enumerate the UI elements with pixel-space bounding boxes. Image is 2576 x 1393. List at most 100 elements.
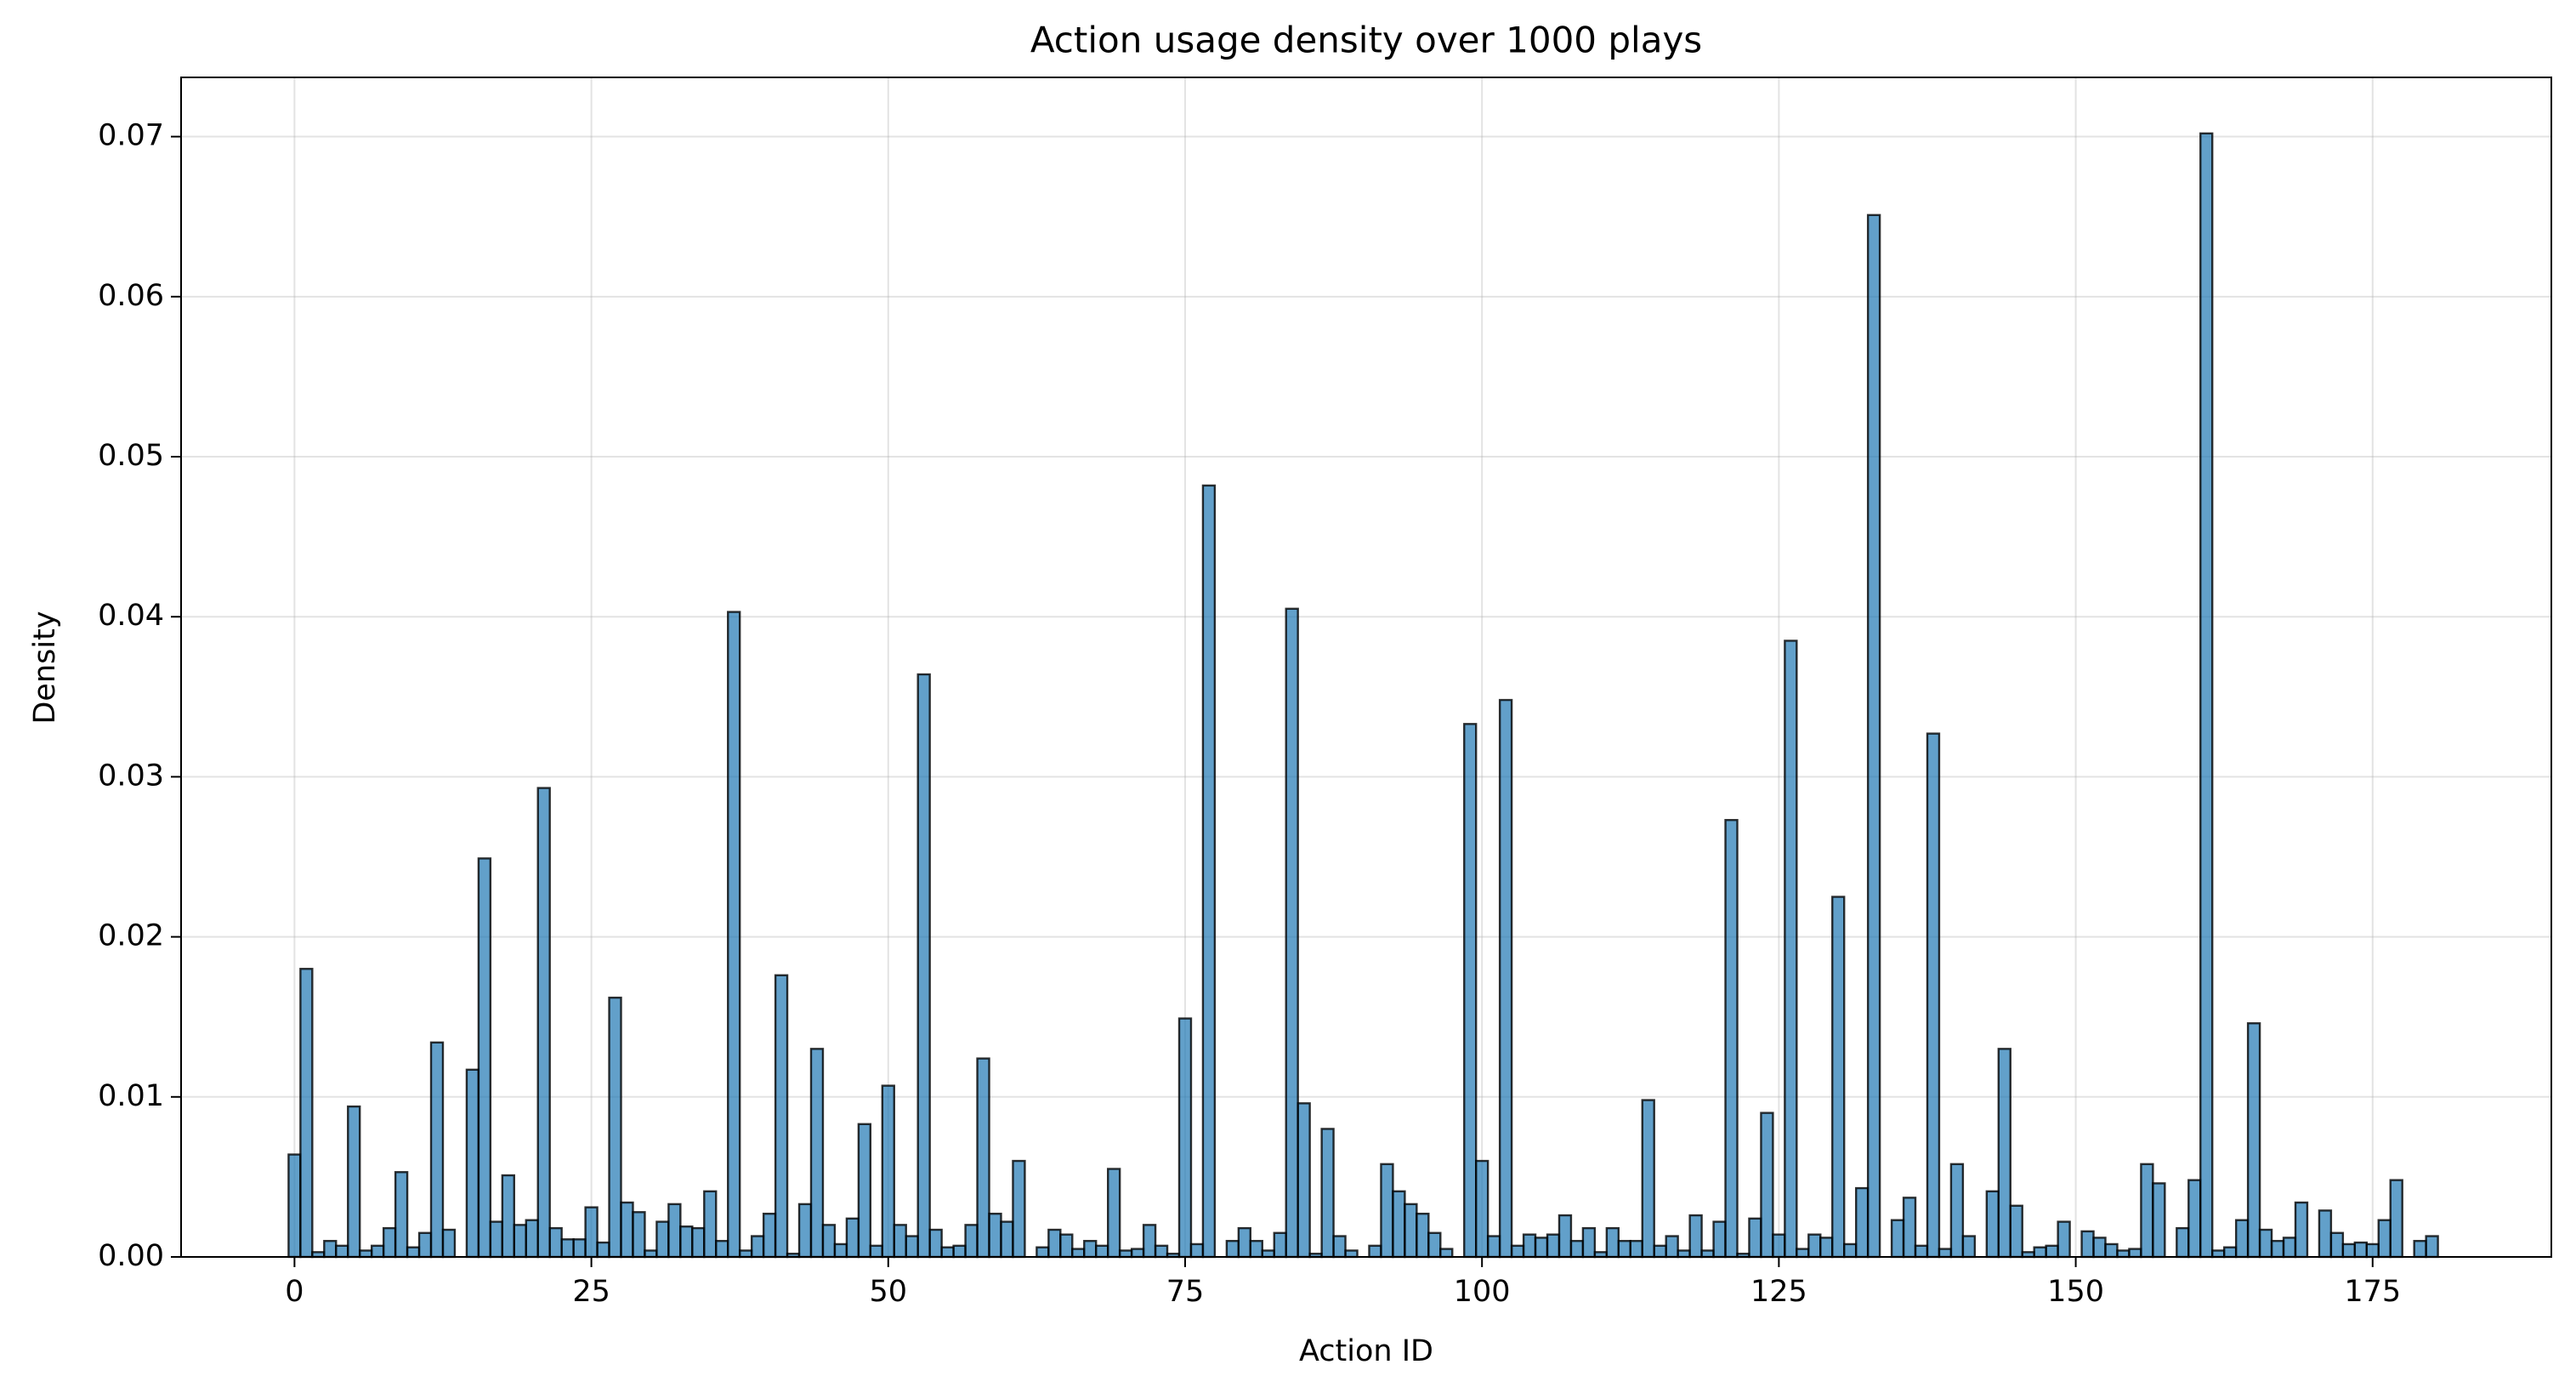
bar [2092,1237,2107,1259]
bar [548,1226,563,1259]
bar [1261,1249,1275,1259]
bar [845,1217,860,1259]
bar [1534,1237,1549,1259]
bar [1237,1226,1252,1259]
bar [1106,1168,1121,1259]
bar [774,974,789,1259]
bar [1784,640,1798,1259]
chart-title: Action usage density over 1000 plays [1030,20,1702,61]
y-tick-label: 0.05 [98,439,164,473]
x-tick-label: 0 [285,1275,304,1309]
bar [1012,1159,1026,1259]
bar [382,1226,397,1259]
bar [1439,1248,1454,1259]
bar [2413,1239,2427,1259]
bar [323,1239,338,1259]
x-tick-label: 75 [1166,1275,1205,1309]
bar [1498,698,1513,1259]
x-tick-label: 125 [1750,1275,1807,1309]
bar [797,1203,813,1259]
bar [2329,1231,2345,1259]
x-tick-label: 25 [572,1275,610,1309]
bar [869,1244,884,1259]
bar [952,1244,967,1259]
bar [1130,1248,1145,1259]
bar [1546,1233,1561,1259]
bar [394,1171,409,1259]
bar [655,1220,670,1259]
bar [632,1211,646,1259]
bar [857,1123,872,1259]
bar [560,1238,575,1259]
bar [1522,1233,1537,1259]
bar [988,1212,1002,1259]
bar [1036,1246,1050,1259]
bar [441,1228,457,1259]
bar [809,1048,825,1259]
bar [1225,1239,1240,1259]
bar [1118,1249,1133,1259]
bar [940,1246,955,1259]
bar [1914,1244,1929,1259]
bar [2211,1249,2226,1259]
bar [715,1239,729,1259]
bar [1629,1239,1643,1259]
bar [928,1228,943,1259]
bar [1558,1214,1573,1259]
bar [1677,1249,1691,1259]
bar [2009,1204,2023,1259]
bar [417,1231,433,1259]
bar [881,1084,895,1259]
bar [727,611,741,1259]
bar [1083,1239,1098,1259]
bar [1807,1233,1822,1259]
bar [1177,1017,1193,1259]
bar [1142,1224,1157,1259]
bar [287,1153,302,1259]
bar [370,1244,385,1259]
bar [1071,1248,1086,1259]
bar [1688,1214,1703,1259]
bar [1748,1217,1762,1259]
bar [1475,1159,1489,1259]
bar [1427,1231,1442,1259]
bar [1866,213,1881,1259]
bar [1047,1228,1062,1259]
bar [1926,732,1941,1259]
bar [1712,1220,1727,1259]
bar [1854,1186,1870,1259]
bar [1404,1203,1418,1259]
bar [1653,1244,1667,1259]
bar [1201,484,1217,1259]
bar [2199,132,2214,1259]
bar [1000,1220,1014,1259]
bar [1724,819,1739,1259]
bar [1569,1239,1585,1259]
y-tick-label: 0.03 [98,759,164,793]
bar [1059,1233,1074,1259]
bar [2140,1163,2154,1259]
bar [1249,1239,1263,1259]
bar [1961,1235,1977,1259]
bar [2045,1244,2059,1259]
bar [750,1235,765,1259]
bar [667,1203,682,1259]
bar [1772,1233,1786,1259]
bar [2152,1182,2166,1259]
bar [608,996,622,1259]
bar [1285,607,1299,1259]
bar [2389,1179,2403,1259]
x-tick-label: 175 [2344,1275,2401,1309]
bar [536,787,551,1259]
bar [905,1235,919,1259]
bar [976,1057,990,1259]
bar [1273,1231,1287,1259]
bar [1831,896,1846,1259]
bar [525,1219,539,1259]
bar [2176,1226,2190,1259]
bar [1819,1237,1834,1259]
bar [2294,1201,2309,1259]
y-tick-label: 0.01 [98,1079,164,1113]
bar [2365,1242,2380,1259]
bar [1890,1219,1905,1259]
